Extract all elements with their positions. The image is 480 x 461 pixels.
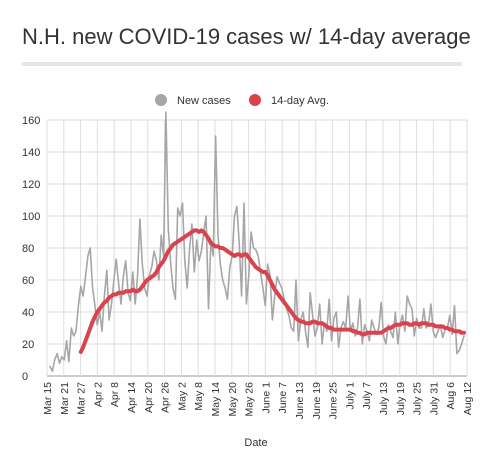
- x-axis: Mar 15 Mar 21 Mar 27 Apr 2 Apr 8 Apr 14 Apr 20…: [42, 382, 474, 420]
- x-tick-label: May 2: [176, 382, 188, 411]
- x-tick-label: June 1: [260, 382, 272, 414]
- y-tick-label: 120: [22, 179, 40, 191]
- x-tick-label: Apr 20: [143, 382, 155, 413]
- x-tick-label: Aug 6: [445, 382, 457, 410]
- x-tick-label: June 13: [294, 382, 306, 420]
- x-tick-label: Mar 21: [59, 382, 71, 415]
- x-tick-label: Apr 8: [109, 382, 121, 407]
- x-tick-label: July 25: [412, 382, 424, 415]
- y-tick-label: 160: [22, 115, 40, 127]
- x-tick-label: Aug 12: [462, 382, 474, 415]
- legend: New cases 14-day Avg.: [155, 94, 329, 107]
- chart-title: N.H. new COVID-19 cases w/ 14-day averag…: [22, 24, 471, 49]
- legend-swatch-14-day-avg: [249, 94, 261, 106]
- x-tick-label: May 14: [210, 382, 222, 417]
- x-tick-label: July 19: [395, 382, 407, 415]
- y-axis: 0 20 40 60 80 100 120 140 160: [22, 115, 40, 383]
- new-cases-line: [49, 111, 465, 372]
- gridlines: [46, 119, 468, 377]
- y-tick-label: 0: [22, 371, 28, 383]
- x-tick-label: May 26: [244, 382, 256, 417]
- x-tick-label: June 25: [328, 382, 340, 420]
- x-tick-label: Apr 26: [160, 382, 172, 413]
- y-tick-label: 140: [22, 147, 40, 159]
- avg-line: [78, 228, 466, 354]
- x-tick-label: July 1: [344, 382, 356, 410]
- x-axis-label: Date: [244, 437, 267, 449]
- plot-area: [49, 111, 466, 372]
- x-tick-label: Mar 27: [76, 382, 88, 415]
- x-tick-label: July 13: [378, 382, 390, 415]
- x-tick-label: May 8: [193, 382, 205, 411]
- legend-label-14-day-avg: 14-day Avg.: [271, 95, 329, 107]
- y-tick-label: 100: [22, 211, 40, 223]
- x-tick-label: Mar 15: [42, 382, 54, 415]
- x-tick-label: July 7: [361, 382, 373, 410]
- x-tick-label: July 31: [428, 382, 440, 415]
- title-divider: [22, 62, 462, 66]
- y-tick-label: 20: [22, 339, 34, 351]
- x-tick-label: Apr 2: [92, 382, 104, 407]
- y-tick-label: 60: [22, 275, 34, 287]
- x-tick-label: June 7: [277, 382, 289, 414]
- x-tick-label: May 20: [227, 382, 239, 417]
- legend-swatch-new-cases: [155, 94, 167, 106]
- x-tick-label: Apr 14: [126, 382, 138, 413]
- legend-label-new-cases: New cases: [177, 95, 231, 107]
- y-tick-label: 40: [22, 307, 34, 319]
- y-tick-label: 80: [22, 243, 34, 255]
- x-tick-label: June 19: [311, 382, 323, 420]
